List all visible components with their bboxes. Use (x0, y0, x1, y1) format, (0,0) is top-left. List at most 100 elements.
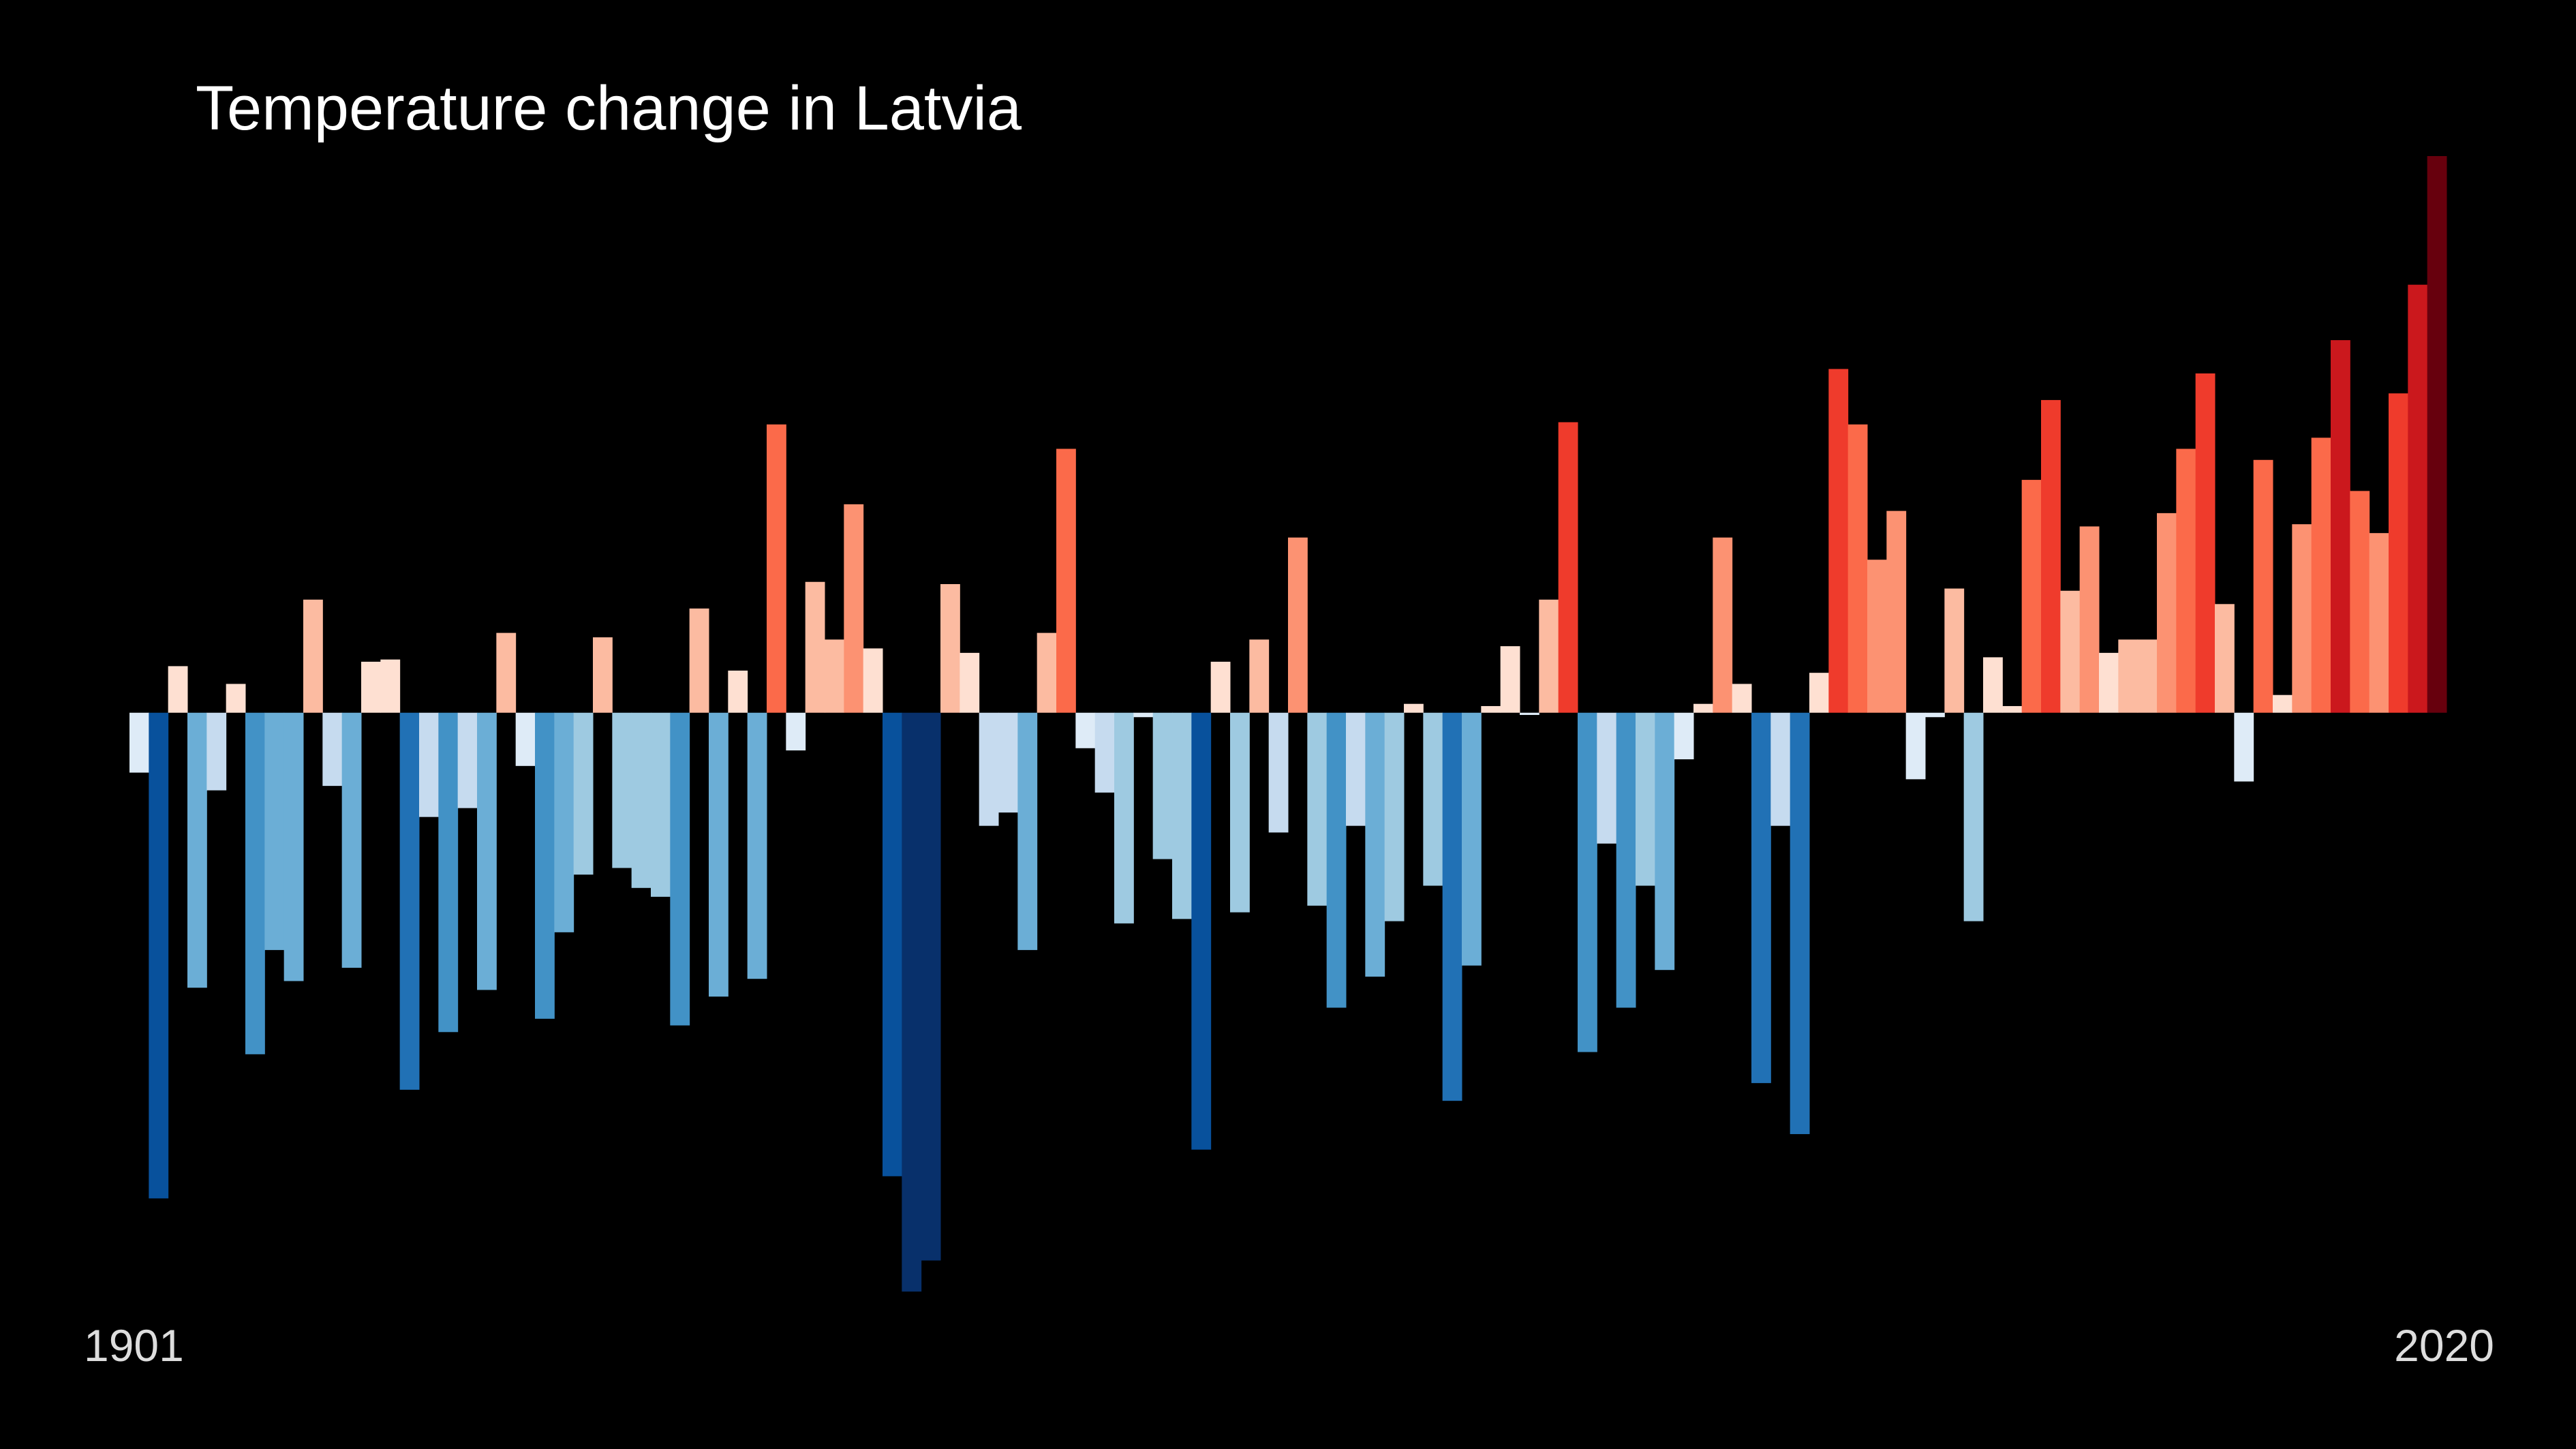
bar (1442, 712, 1462, 1101)
bar (960, 652, 980, 713)
bar (535, 712, 555, 1019)
bar (863, 648, 883, 713)
bar (1172, 712, 1192, 919)
bar (883, 712, 902, 1176)
bar (129, 712, 149, 773)
bar (631, 712, 651, 888)
bar (438, 712, 459, 1033)
bar (767, 424, 786, 713)
bar (2099, 652, 2119, 713)
bar (1713, 537, 1733, 713)
bar (1133, 712, 1154, 718)
bar (2253, 459, 2273, 713)
bar (573, 712, 594, 875)
bar (1384, 712, 1405, 921)
bar (2002, 705, 2023, 713)
bar (341, 712, 362, 968)
bar (1963, 712, 1984, 921)
bar (1191, 712, 1212, 1150)
bar (2215, 604, 2235, 713)
bar (1886, 510, 1907, 713)
bar (361, 661, 381, 713)
bar (2331, 340, 2350, 713)
bar (168, 666, 188, 713)
bar (149, 712, 169, 1199)
bar (1790, 712, 1810, 1134)
bar (709, 712, 729, 997)
bar (689, 608, 709, 713)
bar (844, 504, 864, 713)
bar (226, 684, 246, 713)
bar (187, 712, 207, 988)
bar (206, 712, 227, 791)
bar (902, 712, 922, 1292)
bar (940, 584, 960, 713)
bar (1094, 712, 1115, 793)
bar (1983, 657, 2003, 713)
bar (1075, 712, 1096, 748)
bar (1809, 673, 1829, 713)
bar (1056, 448, 1076, 713)
bar (612, 712, 632, 868)
bar (2389, 393, 2408, 713)
bar (998, 712, 1018, 813)
bar (2176, 448, 2196, 713)
bar (2311, 438, 2331, 713)
bar (1597, 712, 1617, 844)
bar (1674, 712, 1694, 760)
x-tick-label: 1901 (84, 1320, 184, 1371)
bar (1732, 684, 1752, 713)
bar (303, 599, 323, 713)
bar (1944, 588, 1965, 713)
bar (1152, 712, 1173, 859)
bar (1210, 661, 1231, 713)
bar (1520, 712, 1539, 715)
bar (264, 712, 285, 950)
bar (1693, 703, 1713, 713)
bar (1558, 422, 1578, 713)
bar (322, 712, 343, 787)
bar (1751, 712, 1771, 1084)
bar (2021, 480, 2042, 713)
bar (2060, 590, 2081, 713)
chart-title: Temperature change in Latvia (196, 74, 1022, 143)
bar (2369, 533, 2389, 713)
bar (1539, 599, 1559, 713)
bar (2273, 695, 2293, 713)
bar (670, 712, 690, 1026)
bar (1288, 537, 1308, 713)
bar (1616, 712, 1636, 1008)
bar (1268, 712, 1289, 833)
bar (2079, 526, 2100, 713)
bar (1770, 712, 1791, 826)
bar (1346, 712, 1366, 826)
bar (1462, 712, 1482, 966)
bar (554, 712, 574, 932)
bar (2157, 513, 2177, 713)
bar (786, 712, 806, 751)
bar (1828, 369, 1849, 713)
bar (1230, 712, 1250, 913)
bar (747, 712, 767, 979)
bar (380, 659, 401, 713)
bar (2137, 639, 2158, 713)
bar (1905, 712, 1926, 780)
bar (825, 639, 844, 713)
bar (1114, 712, 1134, 924)
bar (1423, 712, 1443, 886)
bar (1365, 712, 1385, 977)
bar (1925, 712, 1945, 718)
bar (1867, 560, 1887, 713)
bar (2118, 639, 2138, 713)
bar (1326, 712, 1347, 1008)
bar (496, 632, 517, 713)
bar (2292, 524, 2312, 713)
bar (1249, 639, 1270, 713)
bar (477, 712, 497, 990)
bar (1847, 424, 1868, 713)
bar (921, 712, 941, 1261)
bar (651, 712, 671, 897)
bar (979, 712, 999, 826)
